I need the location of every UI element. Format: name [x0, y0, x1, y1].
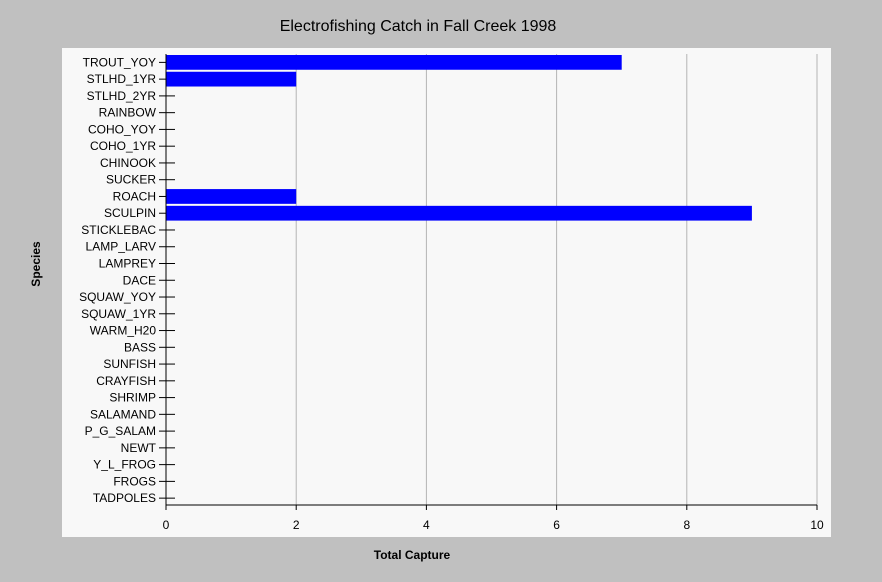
bar [166, 189, 297, 204]
y-tick-label: STLHD_2YR [87, 89, 157, 103]
y-tick-label: SHRIMP [109, 391, 156, 405]
x-tick-label: 4 [423, 518, 430, 532]
y-tick-label: WARM_H20 [90, 324, 157, 338]
y-tick-label: DACE [123, 273, 156, 287]
y-tick-label: STICKLEBAC [81, 223, 156, 237]
y-tick-label: P_G_SALAM [85, 424, 156, 438]
bar [166, 205, 752, 221]
y-tick-label: RAINBOW [99, 106, 157, 120]
y-tick-label: SUCKER [106, 173, 156, 187]
y-tick-label: STLHD_1YR [87, 72, 157, 86]
y-tick-label: COHO_1YR [90, 139, 156, 153]
y-tick-label: Y_L_FROG [93, 458, 156, 472]
y-tick-label: SUNFISH [103, 357, 156, 371]
y-tick-label: ROACH [113, 189, 156, 203]
y-tick-label: LAMPREY [99, 257, 156, 271]
x-tick-label: 6 [553, 518, 560, 532]
y-tick-label: SALAMAND [90, 407, 156, 421]
bar [166, 55, 622, 70]
y-tick-label: LAMP_LARV [86, 240, 156, 254]
y-tick-label: NEWT [121, 441, 157, 455]
plot-panel [62, 48, 831, 537]
y-tick-label: SQUAW_YOY [79, 290, 156, 304]
x-tick-label: 10 [810, 518, 824, 532]
y-tick-label: TADPOLES [93, 491, 156, 505]
y-tick-label: TROUT_YOY [83, 55, 156, 69]
x-axis-label: Total Capture [373, 548, 451, 562]
y-axis-label: Species [29, 241, 43, 287]
bar [166, 71, 297, 87]
y-tick-label: SQUAW_1YR [81, 307, 156, 321]
y-tick-label: CHINOOK [100, 156, 156, 170]
x-tick-label: 8 [683, 518, 690, 532]
y-tick-label: CRAYFISH [96, 374, 156, 388]
chart-title: Electrofishing Catch in Fall Creek 1998 [279, 18, 557, 35]
y-tick-label: BASS [124, 340, 156, 354]
y-tick-label: SCULPIN [104, 206, 156, 220]
x-tick-label: 2 [293, 518, 300, 532]
x-tick-label: 0 [163, 518, 170, 532]
y-tick-label: FROGS [113, 474, 156, 488]
y-tick-label: COHO_YOY [88, 122, 156, 136]
